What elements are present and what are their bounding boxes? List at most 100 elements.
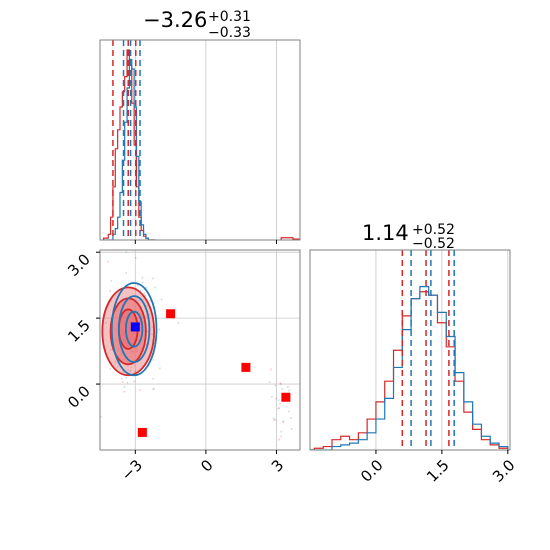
density-2d-markers (130, 309, 291, 437)
scatter-point (288, 389, 290, 392)
scatter-point (277, 399, 280, 401)
scatter-point (122, 371, 125, 373)
hist-param2-red (310, 291, 509, 450)
density-2d-contours-blue (110, 282, 158, 377)
hist-param1-blue-step (103, 58, 156, 240)
hist-param1-ticks (134, 240, 277, 244)
hist-param1-red (102, 49, 300, 240)
param1-plus: +0.31 (208, 9, 251, 25)
marker-red (137, 427, 147, 437)
hist-param1-panel: −3.26 +0.31 −0.33 (99, 8, 301, 244)
scatter-point (256, 454, 258, 456)
scatter-point (149, 300, 151, 302)
param1-median: −3.26 (143, 8, 207, 32)
tick-label: 1.5 (423, 456, 453, 486)
scatter-point (114, 362, 117, 365)
scatter-point (282, 421, 285, 424)
scatter-point (152, 377, 154, 380)
scatter-point (107, 260, 110, 263)
scatter-point (278, 407, 281, 409)
scatter-point (123, 386, 126, 388)
scatter-point (136, 298, 138, 301)
scatter-point (123, 390, 126, 393)
scatter-point (177, 321, 180, 324)
scatter-point (272, 417, 275, 420)
scatter-point (134, 256, 137, 259)
contour-blue (117, 295, 151, 363)
scatter-point (145, 286, 147, 289)
scatter-point (280, 383, 282, 385)
hist-param2-ticks: 0.0 1.5 3.0 (357, 450, 519, 486)
scatter-point (279, 382, 282, 385)
hist-param2-frame (309, 249, 511, 451)
density-2d-panel: −3 0 3 0.0 1.5 3.0 (64, 249, 301, 484)
scatter-point (139, 389, 142, 391)
tick-label: 0.0 (64, 382, 94, 412)
scatter-point (114, 360, 117, 363)
tick-label: 3.0 (489, 456, 519, 486)
scatter-point (137, 284, 139, 287)
marker-red (241, 362, 251, 372)
hist-param2-red-step (310, 291, 509, 450)
tick-label: 3 (268, 456, 287, 475)
scatter-point (282, 420, 285, 422)
hist-param1-frame (99, 39, 301, 241)
contour-blue (124, 310, 144, 348)
scatter-point (270, 368, 272, 371)
param2-plus: +0.52 (412, 222, 455, 238)
scatter-point (122, 370, 124, 373)
scatter-point (153, 387, 155, 390)
marker-red (166, 309, 176, 319)
scatter-point (281, 388, 283, 390)
scatter-point (141, 281, 144, 284)
hist-param1-blue (103, 58, 156, 240)
scatter-point (117, 366, 119, 368)
tick-label: 3.0 (64, 250, 94, 280)
scatter-point (144, 294, 147, 297)
scatter-point (273, 419, 275, 421)
scatter-point (108, 303, 110, 305)
scatter-point (121, 377, 123, 380)
tick-label: 0 (197, 456, 216, 475)
density-2d-contours-red (101, 286, 156, 377)
param1-minus: −0.33 (208, 25, 251, 41)
scatter-point (274, 418, 277, 421)
scatter-point (109, 290, 112, 292)
scatter-point (145, 315, 147, 317)
scatter-point (151, 326, 154, 328)
scatter-point (139, 289, 141, 292)
scatter-point (133, 364, 136, 367)
scatter-point (152, 277, 154, 280)
scatter-point (278, 438, 280, 441)
scatter-point (147, 330, 149, 332)
scatter-point (277, 407, 280, 410)
contour-blue (110, 282, 158, 377)
scatter-point (142, 299, 144, 301)
hist-param1-quantile-lines (112, 40, 141, 240)
scatter-point (135, 370, 137, 373)
scatter-point (279, 402, 281, 405)
scatter-point (125, 272, 127, 274)
scatter-point (154, 286, 157, 289)
scatter-point (146, 305, 149, 307)
scatter-point (280, 435, 282, 438)
param2-minus: −0.52 (412, 236, 455, 252)
scatter-point (143, 292, 145, 294)
scatter-point (100, 415, 102, 418)
scatter-point (290, 417, 292, 419)
hist-param1-title: −3.26 +0.31 −0.33 (143, 8, 251, 41)
scatter-point (151, 333, 153, 336)
marker-red (281, 392, 291, 402)
tick-label: 1.5 (64, 316, 94, 346)
scatter-point (141, 276, 144, 279)
marker-blue (130, 322, 140, 332)
scatter-point (130, 366, 132, 369)
hist-param1-red-tail (280, 237, 300, 240)
scatter-point (152, 358, 155, 361)
scatter-point (148, 314, 150, 316)
scatter-point (105, 348, 107, 350)
scatter-point (138, 299, 140, 302)
scatter-point (268, 381, 271, 383)
scatter-point (145, 344, 147, 346)
